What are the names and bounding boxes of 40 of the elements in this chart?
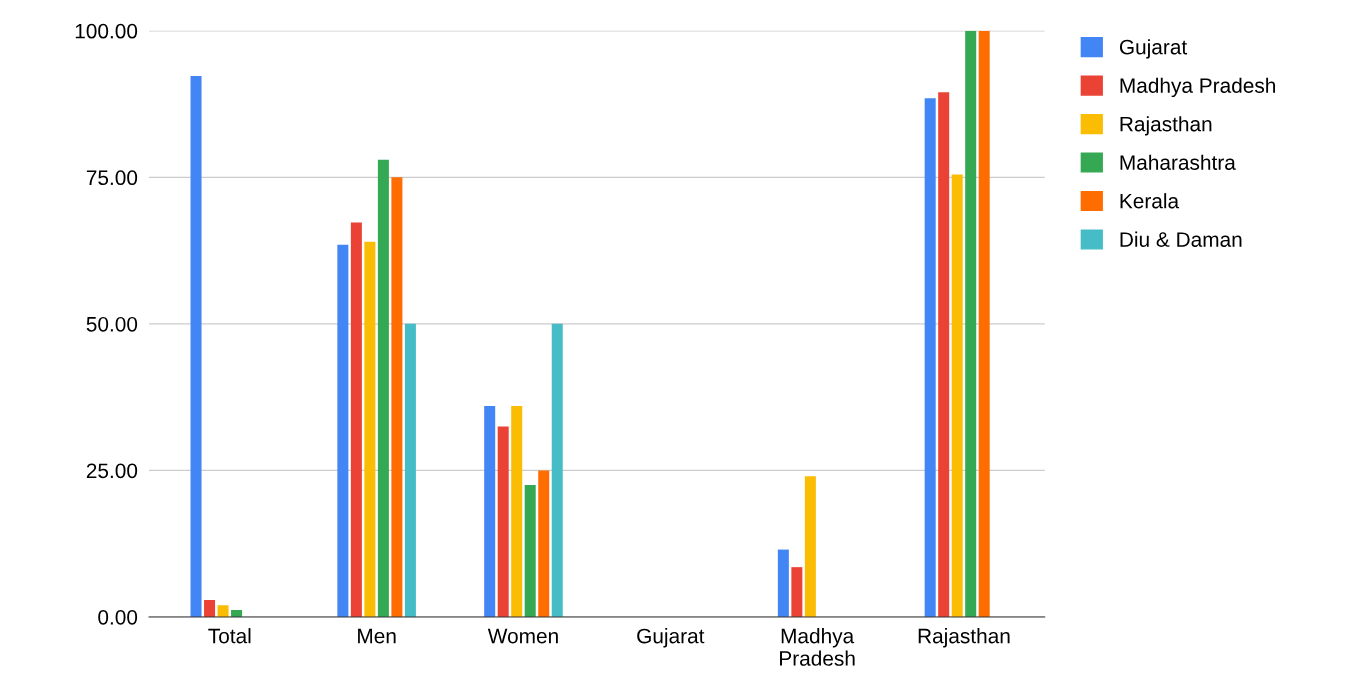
legend-label: Diu & Daman xyxy=(1120,231,1242,247)
bar xyxy=(364,241,376,617)
legend-label: Gujarat xyxy=(1119,39,1188,59)
bar xyxy=(938,92,950,617)
bar xyxy=(497,426,509,617)
bar xyxy=(804,476,816,617)
bar xyxy=(791,567,803,617)
bar xyxy=(217,605,229,617)
bar xyxy=(484,405,496,617)
bar xyxy=(524,485,536,617)
legend-label: Maharashtra xyxy=(1120,154,1236,170)
bar xyxy=(951,174,963,617)
x-tick-label: Men xyxy=(358,628,396,644)
bar xyxy=(391,177,403,617)
bar xyxy=(965,30,977,617)
x-tick-label: Women xyxy=(487,628,558,644)
bar xyxy=(511,405,523,617)
bar xyxy=(377,159,389,617)
x-tick-label: Rajasthan xyxy=(918,628,1010,648)
bar xyxy=(337,244,349,617)
y-tick-label: 0.00 xyxy=(98,609,138,625)
bar xyxy=(777,549,789,617)
legend-label: Madhya Pradesh xyxy=(1120,77,1276,98)
bar xyxy=(978,30,990,617)
bar xyxy=(538,470,550,617)
legend-label: Kerala xyxy=(1120,193,1180,209)
bar xyxy=(204,599,216,617)
bar xyxy=(924,98,936,617)
x-tick-label: Total xyxy=(208,628,251,644)
bar xyxy=(350,222,362,617)
bar xyxy=(190,75,202,617)
x-tick-label: Gujarat xyxy=(637,628,705,648)
y-tick-label: 100.00 xyxy=(75,23,138,39)
x-tick-label: Madhya Pradesh xyxy=(780,628,855,666)
y-tick-label: 25.00 xyxy=(86,463,138,479)
bar xyxy=(404,323,416,617)
y-tick-label: 50.00 xyxy=(86,316,138,332)
legend-label: Rajasthan xyxy=(1120,116,1212,136)
bar xyxy=(551,323,563,617)
y-tick-label: 75.00 xyxy=(86,170,138,186)
